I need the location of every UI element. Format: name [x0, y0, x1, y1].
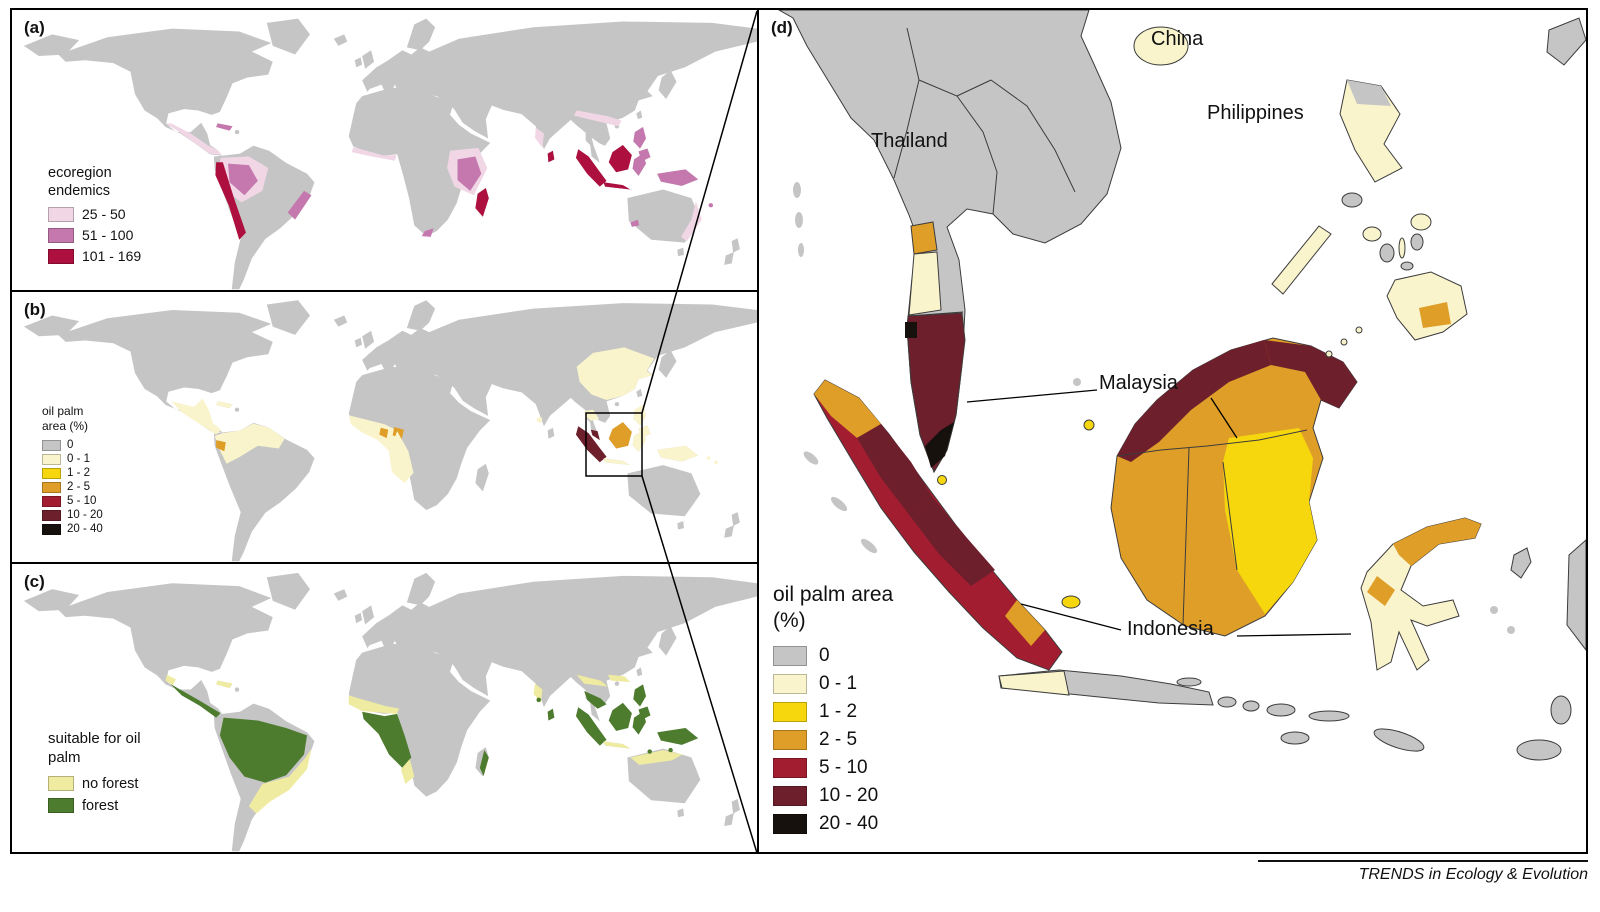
panel-b-label: (b) [24, 300, 46, 319]
label-thailand: Thailand [871, 130, 948, 152]
legend-label: forest [82, 797, 119, 814]
legend-label: 1 - 2 [819, 700, 858, 722]
sea-landmasses [777, 10, 1586, 761]
label-indonesia: Indonesia [1127, 618, 1214, 640]
legend-label: 0 [819, 644, 830, 666]
legend-swatch [773, 701, 807, 722]
panel-c-label: (c) [24, 572, 45, 591]
legend-label: 51 - 100 [82, 227, 134, 244]
panel-c: (c) suitable for oil palm no forest fores… [12, 564, 757, 852]
legend-item: 0 [42, 439, 103, 451]
legend-item: 51 - 100 [48, 227, 141, 243]
legend-swatch [42, 453, 61, 465]
legend-label: 101 - 169 [82, 248, 142, 265]
legend-item: 1 - 2 [773, 701, 903, 723]
label-leader-lines [966, 389, 1352, 637]
legend-swatch [48, 776, 74, 791]
legend-item: 0 [773, 645, 903, 667]
legend-suitability-title: suitable for oil palm [48, 730, 141, 766]
legend-label: 10 - 20 [67, 509, 103, 521]
panel-d: (d) China Philippines Thailand Malaysia … [757, 10, 1586, 852]
label-malaysia: Malaysia [1099, 372, 1178, 394]
legend-swatch [48, 248, 74, 264]
legend-swatch [42, 495, 61, 507]
legend-label: 25 - 50 [82, 206, 126, 223]
endemics-regions [165, 110, 714, 242]
legend-swatch [773, 729, 807, 750]
oil-palm-regions [171, 347, 718, 484]
legend-item: 20 - 40 [42, 523, 103, 535]
legend-label: 0 - 1 [67, 453, 91, 465]
legend-item: 5 - 10 [42, 495, 103, 507]
panel-d-label: (d) [771, 18, 793, 37]
legend-swatch [42, 523, 61, 535]
legend-item: 20 - 40 [773, 813, 903, 835]
legend-label: 0 [67, 439, 74, 451]
legend-swatch [773, 673, 807, 694]
legend-label: 2 - 5 [67, 481, 91, 493]
legend-item: 0 - 1 [42, 453, 103, 465]
world-map-endemics [12, 10, 757, 290]
legend-item: 0 - 1 [773, 673, 903, 695]
legend-item: no forest [48, 776, 142, 792]
legend-swatch [773, 757, 807, 778]
legend-label: 2 - 5 [819, 728, 858, 750]
legend-oil-palm-detail: oil palm area (%) 0 0 - 1 1 - 2 2 - 5 5 - 10… [773, 582, 903, 841]
label-china: China [1151, 28, 1204, 50]
legend-item: 10 - 20 [42, 509, 103, 521]
legend-label: 20 - 40 [67, 523, 103, 535]
world-map-oil-palm [12, 292, 757, 562]
legend-swatch [42, 467, 61, 479]
legend-item: 1 - 2 [42, 467, 103, 479]
legend-swatch [773, 645, 807, 666]
southeast-asia-map [777, 10, 1586, 761]
legend-item: 101 - 169 [48, 248, 141, 264]
legend-swatch [48, 206, 74, 222]
legend-label: 0 - 1 [819, 672, 858, 694]
panel-b: (b) oil palm area (%) 0 0 - 1 1 - 2 2 - 5 5 … [12, 292, 757, 564]
suitability-regions [165, 674, 699, 814]
label-philippines: Philippines [1207, 102, 1304, 124]
world-map-suitability [12, 564, 757, 852]
legend-item: 2 - 5 [42, 481, 103, 493]
legend-swatch [773, 813, 807, 834]
legend-endemics-items: 25 - 50 51 - 100 101 - 169 [48, 206, 141, 264]
legend-suitability-items: no forest forest [48, 776, 142, 814]
panel-a: (a) ecoregion endemics 25 - 50 51 - 100 10… [12, 10, 757, 292]
legend-endemics: ecoregion endemics 25 - 50 51 - 100 101 - … [48, 164, 141, 269]
legend-label: 1 - 2 [67, 467, 91, 479]
legend-swatch [42, 439, 61, 451]
legend-oil-palm-world: oil palm area (%) 0 0 - 1 1 - 2 2 - 5 5 - 10… [42, 404, 103, 537]
legend-label: 5 - 10 [819, 756, 868, 778]
legend-label: no forest [82, 775, 139, 792]
figure-frame: (a) ecoregion endemics 25 - 50 51 - 100 10… [10, 8, 1588, 854]
legend-label: 10 - 20 [819, 784, 879, 806]
panel-a-label: (a) [24, 18, 45, 37]
legend-item: 5 - 10 [773, 757, 903, 779]
legend-label: 20 - 40 [819, 812, 879, 834]
legend-item: forest [48, 798, 142, 814]
legend-item: 25 - 50 [48, 206, 141, 222]
journal-credit: TRENDS in Ecology & Evolution [1258, 860, 1588, 884]
legend-item: 10 - 20 [773, 785, 903, 807]
legend-oil-palm-detail-title: oil palm area (%) [773, 583, 894, 633]
legend-oil-palm-detail-items: 0 0 - 1 1 - 2 2 - 5 5 - 10 10 - 20 20 - 40 [773, 645, 903, 835]
legend-item: 2 - 5 [773, 729, 903, 751]
legend-swatch [773, 785, 807, 806]
legend-oil-palm-world-items: 0 0 - 1 1 - 2 2 - 5 5 - 10 10 - 20 20 - 40 [42, 439, 103, 535]
legend-swatch [48, 798, 74, 813]
legend-swatch [42, 481, 61, 493]
legend-swatch [42, 509, 61, 521]
legend-swatch [48, 227, 74, 243]
legend-label: 5 - 10 [67, 495, 97, 507]
legend-oil-palm-world-title: oil palm area (%) [42, 404, 89, 433]
legend-endemics-title: ecoregion endemics [48, 165, 112, 200]
legend-suitability: suitable for oil palm no forest forest [48, 730, 142, 820]
